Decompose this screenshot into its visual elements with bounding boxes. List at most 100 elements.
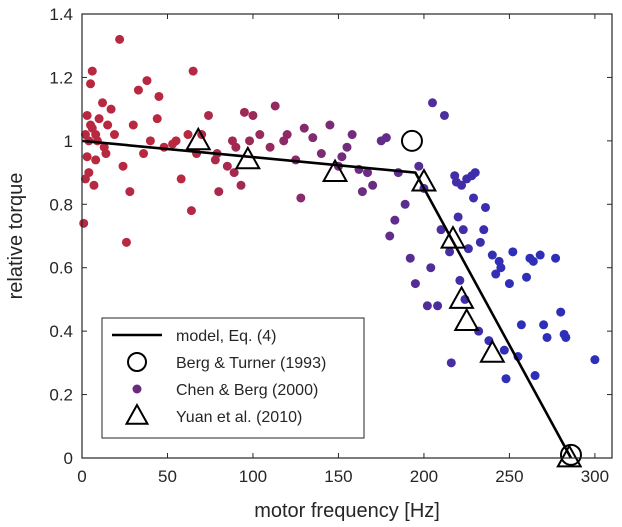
chen-berg-point: [183, 130, 193, 140]
chen-berg-point: [446, 358, 456, 368]
chen-berg-point: [84, 168, 94, 178]
model-line: [81, 139, 573, 459]
x-tick-label: 300: [581, 467, 609, 486]
chen-berg-point: [480, 202, 490, 212]
chen-berg-point: [86, 79, 96, 89]
chen-berg-point: [504, 279, 514, 289]
chen-berg-point: [590, 355, 600, 365]
chen-berg-point: [381, 133, 391, 143]
chen-berg-point: [410, 279, 420, 289]
chen-berg-point: [363, 168, 373, 178]
chen-berg-point: [133, 85, 143, 95]
y-tick-label: 1.4: [49, 5, 73, 24]
chen-berg-point: [368, 180, 378, 190]
chen-berg-point: [128, 120, 138, 130]
yuan-point: [410, 168, 438, 192]
chen-berg-point: [106, 104, 116, 114]
legend-circle-marker: [127, 352, 147, 372]
chen-berg-point: [239, 107, 249, 117]
yuan-point: [321, 158, 349, 182]
chen-berg-point: [82, 152, 92, 162]
legend-berg-turner-label: Berg & Turner (1993): [176, 355, 326, 372]
chen-berg-point: [91, 155, 101, 165]
y-tick-label: 1: [64, 132, 73, 151]
chen-berg-point: [204, 110, 214, 120]
y-tick-label: 0.6: [49, 259, 73, 278]
chen-berg-point: [145, 136, 155, 146]
chen-berg-point: [154, 91, 164, 101]
chen-berg-point: [139, 149, 149, 159]
chen-berg-point: [229, 168, 239, 178]
chen-berg-point: [103, 120, 113, 130]
chen-berg-point: [82, 110, 92, 120]
chen-berg-point: [248, 110, 258, 120]
chen-berg-point: [516, 320, 526, 330]
chen-berg-point: [439, 110, 449, 120]
legend-triangle-marker: [124, 402, 150, 425]
chen-berg-point: [98, 98, 108, 108]
legend-dot-marker: [132, 384, 142, 394]
chen-berg-point: [426, 263, 436, 273]
chen-berg-point: [530, 371, 540, 381]
chen-berg-point: [556, 307, 566, 317]
yuan-point: [479, 339, 506, 363]
chen-berg-point: [282, 130, 292, 140]
chen-berg-point: [109, 130, 119, 140]
chen-berg-point: [400, 199, 410, 209]
y-tick-label: 1.2: [49, 68, 73, 87]
chen-berg-point: [188, 66, 198, 76]
chen-berg-point: [422, 301, 432, 311]
chen-berg-point: [342, 142, 352, 152]
chen-berg-point: [491, 269, 501, 279]
chen-berg-point: [118, 161, 128, 171]
legend: model, Eq. (4) Berg & Turner (1993) Chen &…: [101, 317, 365, 439]
chen-berg-point: [270, 101, 280, 111]
chen-berg-point: [470, 168, 480, 178]
chen-berg-point: [475, 237, 485, 247]
chen-berg-point: [445, 247, 455, 257]
data-layer: [79, 34, 600, 468]
y-tick-label: 0: [64, 449, 73, 468]
chen-berg-point: [561, 332, 571, 342]
chen-berg-point: [414, 161, 424, 171]
chen-berg-point: [87, 66, 97, 76]
chen-berg-point: [496, 263, 506, 273]
chen-berg-point: [115, 34, 125, 44]
chen-berg-point: [433, 301, 443, 311]
chen-berg-point: [222, 161, 232, 171]
chen-berg-point: [436, 225, 446, 235]
x-tick-label: 150: [324, 467, 352, 486]
plot-frame: [81, 13, 613, 459]
chen-berg-point: [539, 320, 549, 330]
chen-berg-point: [231, 142, 241, 152]
chen-berg-point: [551, 253, 561, 263]
chen-berg-point: [265, 142, 275, 152]
chen-berg-point: [214, 187, 224, 197]
chen-berg-point: [542, 332, 552, 342]
chen-berg-point: [125, 187, 135, 197]
chen-berg-point: [474, 326, 484, 336]
chen-berg-point: [152, 114, 162, 124]
chen-berg-point: [236, 180, 246, 190]
chen-berg-point: [457, 180, 467, 190]
chen-berg-point: [479, 225, 489, 235]
legend-yuan-label: Yuan et al. (2010): [176, 409, 302, 426]
chen-berg-point: [390, 215, 400, 225]
chen-berg-point: [528, 256, 538, 266]
x-tick-label: 0: [77, 467, 86, 486]
x-tick-label: 50: [158, 467, 177, 486]
chen-berg-point: [522, 272, 532, 282]
berg-turner-point: [559, 443, 582, 466]
chen-berg-point: [535, 250, 545, 260]
y-tick-label: 0.4: [49, 322, 73, 341]
chen-berg-point: [427, 98, 437, 108]
x-tick-label: 100: [239, 467, 267, 486]
legend-model-label: model, Eq. (4): [176, 328, 276, 345]
berg-turner-point: [400, 129, 423, 152]
chen-berg-point: [176, 174, 186, 184]
yuan-point: [439, 225, 467, 249]
chen-berg-point: [458, 225, 468, 235]
chen-berg-point: [453, 212, 463, 222]
chen-berg-point: [463, 244, 473, 254]
chen-berg-point: [79, 218, 89, 228]
